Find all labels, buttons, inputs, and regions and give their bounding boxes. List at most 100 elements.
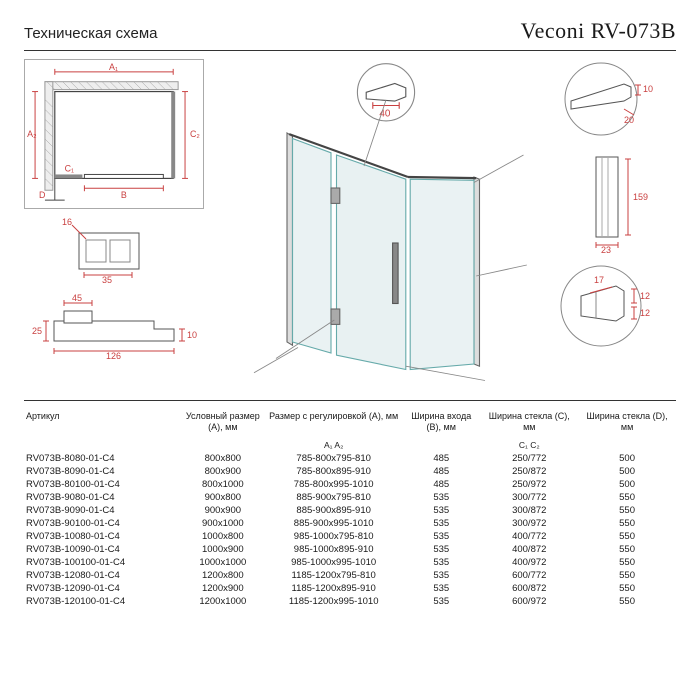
clip-d2: 12 [640,291,650,301]
table-cell: 800x1000 [180,478,265,491]
sub-a: A₁ A₂ [265,439,402,452]
table-cell: 535 [402,530,480,543]
table-cell: 1000x900 [180,543,265,556]
hinge-detail: 16 35 [24,215,204,285]
table-cell: 500 [578,452,676,465]
label-b: B [121,190,127,200]
profile-detail: 159 23 [546,145,666,255]
table-cell: 550 [578,491,676,504]
table-cell: 400/972 [480,556,578,569]
table-row: RV073B-12080-01-C41200x8001185-1200x795-… [24,569,676,582]
br-d1: 45 [72,293,82,303]
table-cell: 900x1000 [180,517,265,530]
table-cell: 300/972 [480,517,578,530]
table-cell: 535 [402,491,480,504]
table-cell: 550 [578,543,676,556]
table-cell: 600/872 [480,582,578,595]
table-cell: 800x800 [180,452,265,465]
table-cell: 1185-1200x795-810 [265,569,402,582]
spec-table: Артикул Условный размер (A), мм Размер с… [24,400,676,608]
table-cell: 550 [578,582,676,595]
col-d: Ширина стекла (D), мм [578,407,676,439]
table-cell: 535 [402,582,480,595]
col-c: Ширина стекла (C), мм [480,407,578,439]
prof-d1: 159 [633,192,648,202]
table-cell: RV073B-100100-01-C4 [24,556,180,569]
header: Техническая схема Veconi RV-073B [24,18,676,51]
col-adj: Размер с регулировкой (A), мм [265,407,402,439]
table-cell: 550 [578,569,676,582]
table-row: RV073B-9080-01-C4900x800885-900x795-8105… [24,491,676,504]
prof-d2: 23 [601,245,611,255]
table-row: RV073B-8090-01-C4800x900785-800x895-9104… [24,465,676,478]
table-cell: 250/772 [480,452,578,465]
table-cell: 500 [578,465,676,478]
table-row: RV073B-10090-01-C41000x900985-1000x895-9… [24,543,676,556]
table-cell: RV073B-10090-01-C4 [24,543,180,556]
table-cell: 550 [578,517,676,530]
tube-d1: 10 [643,84,653,94]
table-cell: RV073B-9080-01-C4 [24,491,180,504]
table-cell: 600/972 [480,595,578,608]
table-cell: 485 [402,478,480,491]
table-cell: RV073B-90100-01-C4 [24,517,180,530]
table-row: RV073B-90100-01-C4900x1000885-900x995-10… [24,517,676,530]
table-cell: 535 [402,595,480,608]
table-cell: 785-800x995-1010 [265,478,402,491]
hinge-d2: 35 [102,275,112,285]
table-cell: RV073B-120100-01-C4 [24,595,180,608]
col-b: Ширина входа (B), мм [402,407,480,439]
label-a1: A₁ [109,62,118,72]
header-left: Техническая схема [24,25,158,42]
table-cell: 535 [402,517,480,530]
table-cell: 985-1000x795-810 [265,530,402,543]
tube-d2: 20 [624,115,634,125]
table-cell: 550 [578,556,676,569]
table-row: RV073B-8080-01-C4800x800785-800x795-8104… [24,452,676,465]
br-d3: 126 [106,351,121,361]
table-cell: 885-900x895-910 [265,504,402,517]
header-right: Veconi RV-073B [521,18,676,44]
table-cell: 600/772 [480,569,578,582]
table-cell: 785-800x895-910 [265,465,402,478]
label-c1: C₁ [65,163,74,173]
table-row: RV073B-12090-01-C41200x9001185-1200x895-… [24,582,676,595]
table-cell: 1200x1000 [180,595,265,608]
table-row: RV073B-100100-01-C41000x1000985-1000x995… [24,556,676,569]
iso-diagram: 40 [210,59,540,394]
table-cell: 1185-1200x895-910 [265,582,402,595]
table-cell: 535 [402,504,480,517]
table-header-row: Артикул Условный размер (A), мм Размер с… [24,407,676,439]
br-d4: 10 [187,330,197,340]
sub-c: C₁ C₂ [480,439,578,452]
hinge-d1: 16 [62,217,72,227]
table-cell: 1200x900 [180,582,265,595]
table-cell: 1000x800 [180,530,265,543]
table-cell: 800x900 [180,465,265,478]
clip-d1: 17 [594,275,604,285]
table-cell: 985-1000x995-1010 [265,556,402,569]
table-cell: 900x800 [180,491,265,504]
table-cell: 535 [402,569,480,582]
left-column: A₁ A₂ B C₁ C₂ D 16 35 [24,59,204,394]
table-cell: 985-1000x895-910 [265,543,402,556]
table-cell: 485 [402,452,480,465]
br-d2: 25 [32,326,42,336]
table-cell: 535 [402,556,480,569]
table-cell: 550 [578,530,676,543]
diagrams-area: A₁ A₂ B C₁ C₂ D 16 35 [24,59,676,394]
table-cell: 550 [578,595,676,608]
table-cell: RV073B-8080-01-C4 [24,452,180,465]
plan-diagram: A₁ A₂ B C₁ C₂ D [24,59,204,209]
col-size: Условный размер (A), мм [180,407,265,439]
table-cell: 485 [402,465,480,478]
tube-detail: 10 20 [546,59,666,139]
table-cell: 400/772 [480,530,578,543]
table-cell: 1185-1200x995-1010 [265,595,402,608]
table-cell: RV073B-9090-01-C4 [24,504,180,517]
table-cell: 1000x1000 [180,556,265,569]
table-cell: 550 [578,504,676,517]
table-cell: 885-900x995-1010 [265,517,402,530]
label-a2: A₂ [27,129,36,139]
table-cell: 885-900x795-810 [265,491,402,504]
